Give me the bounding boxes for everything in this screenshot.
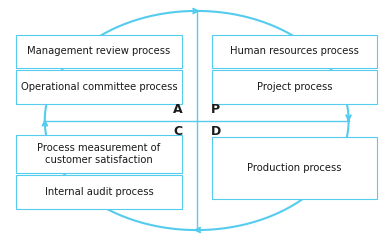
Text: Production process: Production process xyxy=(247,163,342,173)
Text: Process measurement of
customer satisfaction: Process measurement of customer satisfac… xyxy=(37,143,161,165)
Text: Internal audit process: Internal audit process xyxy=(45,187,153,197)
Text: C: C xyxy=(173,125,182,138)
Text: P: P xyxy=(211,103,220,116)
FancyBboxPatch shape xyxy=(16,35,182,68)
FancyBboxPatch shape xyxy=(212,35,377,68)
FancyBboxPatch shape xyxy=(16,135,182,173)
Text: A: A xyxy=(173,103,182,116)
Text: Management review process: Management review process xyxy=(27,47,170,56)
FancyBboxPatch shape xyxy=(16,70,182,104)
FancyBboxPatch shape xyxy=(212,137,377,199)
Text: Operational committee process: Operational committee process xyxy=(21,82,177,92)
Text: Human resources process: Human resources process xyxy=(230,47,359,56)
Text: Project process: Project process xyxy=(257,82,332,92)
Text: D: D xyxy=(211,125,222,138)
FancyBboxPatch shape xyxy=(212,70,377,104)
FancyBboxPatch shape xyxy=(16,175,182,209)
